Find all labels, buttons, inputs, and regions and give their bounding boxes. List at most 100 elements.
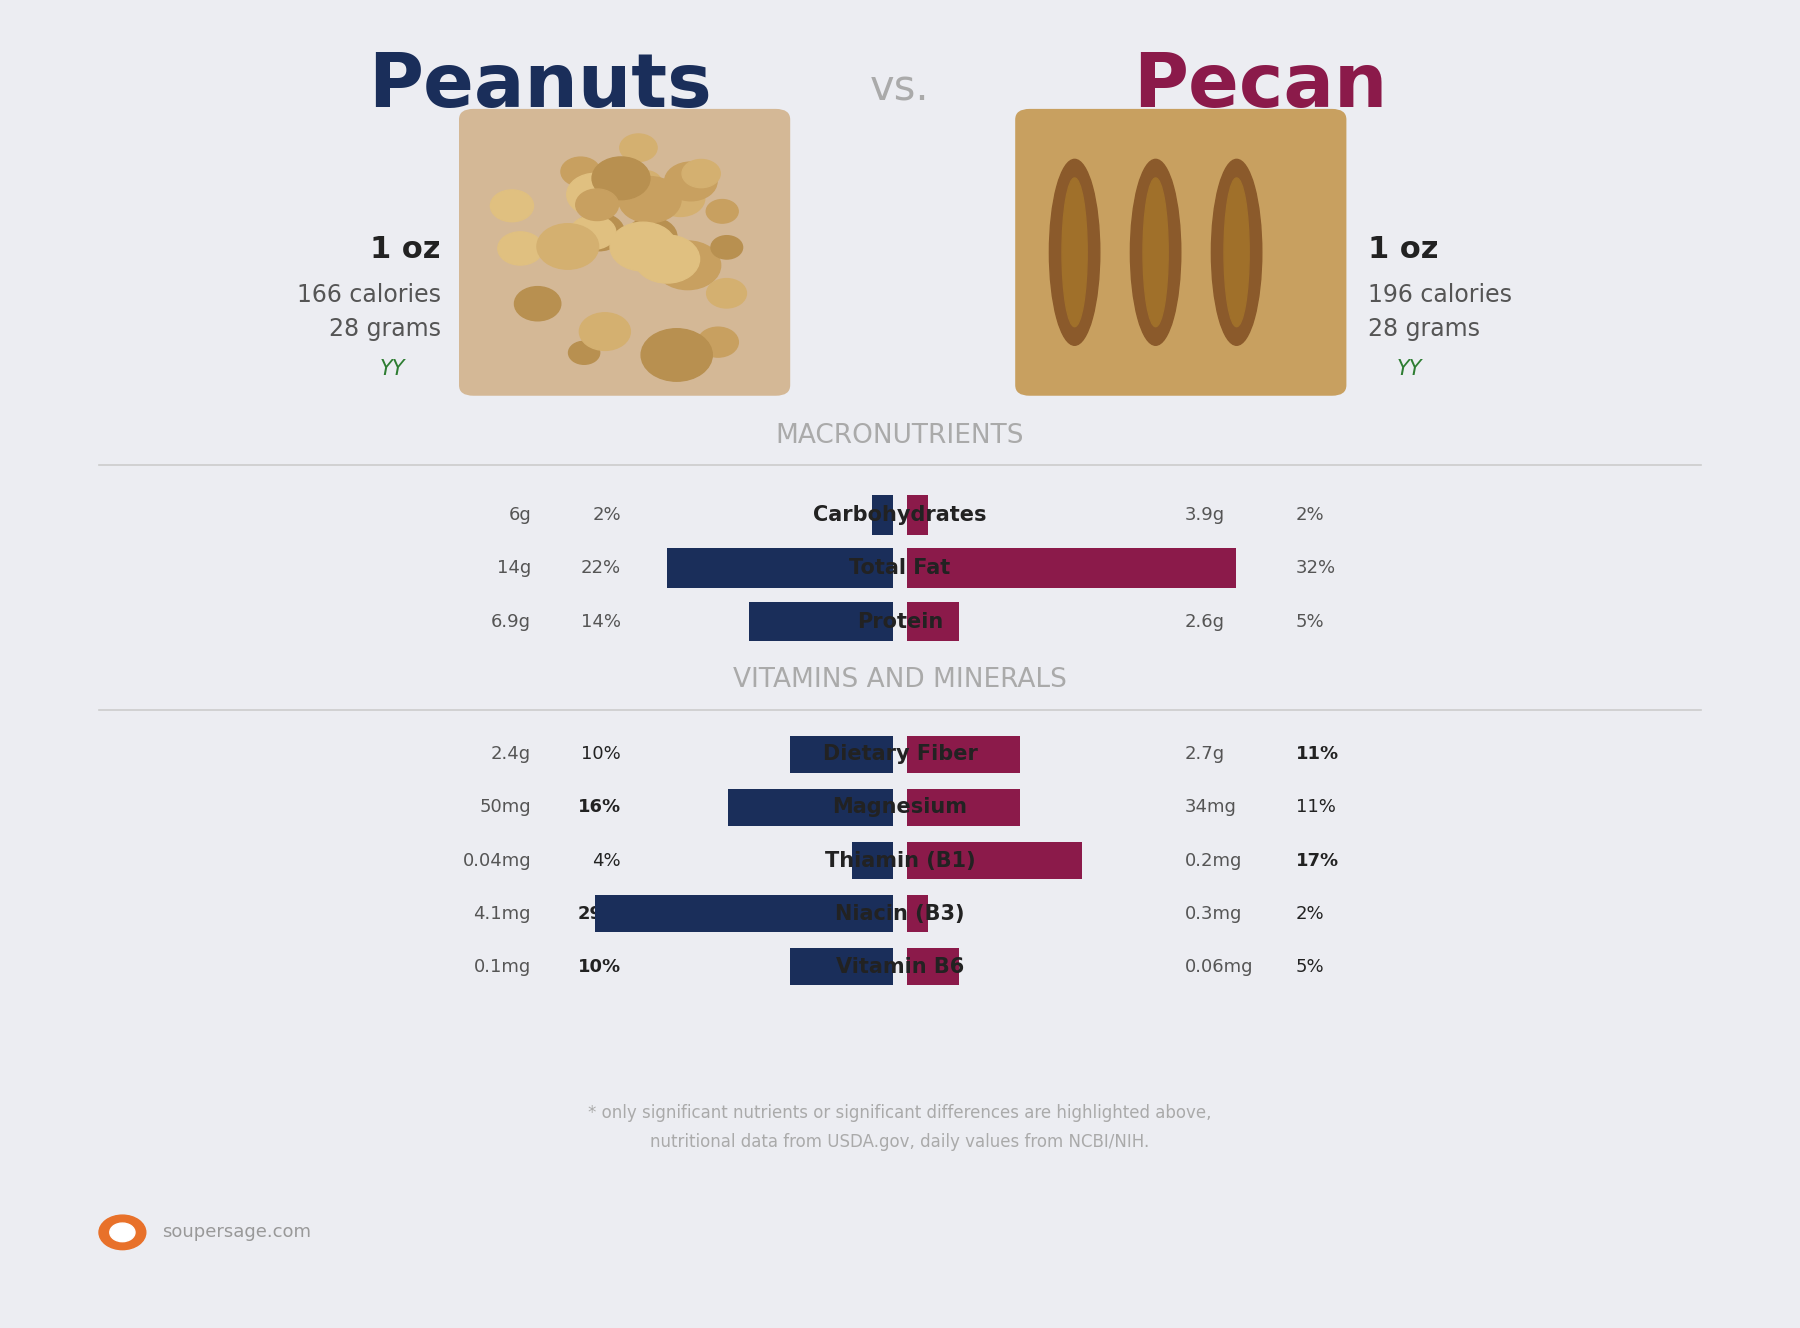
Text: Protein: Protein xyxy=(857,611,943,632)
Circle shape xyxy=(626,218,677,255)
Circle shape xyxy=(562,157,599,186)
Text: Magnesium: Magnesium xyxy=(832,797,968,818)
Text: 2%: 2% xyxy=(1296,506,1325,525)
Circle shape xyxy=(634,235,700,283)
Text: 10%: 10% xyxy=(581,745,621,764)
Text: 1 oz: 1 oz xyxy=(1368,235,1438,264)
Bar xyxy=(790,948,893,985)
Text: 1 oz: 1 oz xyxy=(371,235,441,264)
Circle shape xyxy=(707,279,747,308)
Text: soupersage.com: soupersage.com xyxy=(162,1223,311,1242)
Text: 10%: 10% xyxy=(578,957,621,976)
Text: 20g: 20g xyxy=(1184,559,1219,578)
Text: 4.1mg: 4.1mg xyxy=(473,904,531,923)
Circle shape xyxy=(580,313,630,351)
Text: 2.6g: 2.6g xyxy=(1184,612,1224,631)
Circle shape xyxy=(490,190,533,222)
Bar xyxy=(790,736,893,773)
Bar xyxy=(666,548,893,588)
Ellipse shape xyxy=(1130,159,1181,345)
Text: 32%: 32% xyxy=(1296,559,1336,578)
Bar xyxy=(851,842,893,879)
Text: nutritional data from USDA.gov, daily values from NCBI/NIH.: nutritional data from USDA.gov, daily va… xyxy=(650,1133,1150,1151)
Circle shape xyxy=(571,215,616,250)
Text: 17%: 17% xyxy=(1296,851,1339,870)
Text: YY: YY xyxy=(1397,359,1422,380)
Text: Pecan: Pecan xyxy=(1132,50,1388,122)
Circle shape xyxy=(572,214,625,251)
Bar xyxy=(729,789,893,826)
Bar xyxy=(907,736,1021,773)
Text: VITAMINS AND MINERALS: VITAMINS AND MINERALS xyxy=(733,667,1067,693)
Text: 0.1mg: 0.1mg xyxy=(473,957,531,976)
Text: 22%: 22% xyxy=(581,559,621,578)
Text: 6g: 6g xyxy=(508,506,531,525)
Text: Dietary Fiber: Dietary Fiber xyxy=(823,744,977,765)
Text: 196 calories: 196 calories xyxy=(1368,283,1512,307)
Text: 6.9g: 6.9g xyxy=(491,612,531,631)
Circle shape xyxy=(610,223,673,270)
Text: 5%: 5% xyxy=(1296,957,1325,976)
Bar xyxy=(907,602,959,641)
Circle shape xyxy=(536,223,599,270)
Text: 0.3mg: 0.3mg xyxy=(1184,904,1242,923)
Ellipse shape xyxy=(1211,159,1262,345)
Bar xyxy=(907,495,927,535)
Circle shape xyxy=(644,339,675,360)
Bar xyxy=(907,789,1021,826)
Circle shape xyxy=(567,173,625,216)
Text: YY: YY xyxy=(380,359,405,380)
Ellipse shape xyxy=(1049,159,1100,345)
Circle shape xyxy=(706,199,738,223)
Circle shape xyxy=(698,327,738,357)
Text: MACRONUTRIENTS: MACRONUTRIENTS xyxy=(776,422,1024,449)
Circle shape xyxy=(592,157,650,199)
Bar xyxy=(907,895,927,932)
Ellipse shape xyxy=(1062,178,1087,327)
Bar xyxy=(907,842,1082,879)
Text: 5%: 5% xyxy=(1296,612,1325,631)
Text: 14g: 14g xyxy=(497,559,531,578)
Circle shape xyxy=(711,235,743,259)
Circle shape xyxy=(499,232,544,266)
Circle shape xyxy=(655,181,706,216)
Text: Peanuts: Peanuts xyxy=(369,50,711,122)
Text: 11%: 11% xyxy=(1296,798,1336,817)
Text: 4%: 4% xyxy=(592,851,621,870)
Text: 2%: 2% xyxy=(1296,904,1325,923)
Text: Carbohydrates: Carbohydrates xyxy=(814,505,986,526)
Text: 0.2mg: 0.2mg xyxy=(1184,851,1242,870)
Circle shape xyxy=(576,189,619,220)
Circle shape xyxy=(610,222,677,271)
Text: Total Fat: Total Fat xyxy=(850,558,950,579)
Text: 29%: 29% xyxy=(578,904,621,923)
Text: 50mg: 50mg xyxy=(479,798,531,817)
Bar xyxy=(873,495,893,535)
Text: Thiamin (B1): Thiamin (B1) xyxy=(824,850,976,871)
Text: Niacin (B3): Niacin (B3) xyxy=(835,903,965,924)
Bar xyxy=(749,602,893,641)
Circle shape xyxy=(628,170,662,195)
Text: 34mg: 34mg xyxy=(1184,798,1237,817)
Text: 28 grams: 28 grams xyxy=(329,317,441,341)
Text: vs.: vs. xyxy=(869,68,931,110)
Text: 28 grams: 28 grams xyxy=(1368,317,1480,341)
Circle shape xyxy=(664,162,716,201)
Text: 16%: 16% xyxy=(578,798,621,817)
Bar xyxy=(594,895,893,932)
FancyBboxPatch shape xyxy=(459,109,790,396)
Circle shape xyxy=(682,159,720,187)
Circle shape xyxy=(655,240,720,290)
Text: 166 calories: 166 calories xyxy=(297,283,441,307)
Text: 11%: 11% xyxy=(1296,745,1339,764)
Circle shape xyxy=(569,341,599,364)
Text: 2.4g: 2.4g xyxy=(491,745,531,764)
Circle shape xyxy=(99,1215,146,1250)
Text: 0.04mg: 0.04mg xyxy=(463,851,531,870)
Text: 0.06mg: 0.06mg xyxy=(1184,957,1253,976)
Text: 2%: 2% xyxy=(592,506,621,525)
Circle shape xyxy=(515,287,562,321)
Bar xyxy=(907,948,959,985)
Circle shape xyxy=(619,177,680,223)
Text: Vitamin B6: Vitamin B6 xyxy=(835,956,965,977)
